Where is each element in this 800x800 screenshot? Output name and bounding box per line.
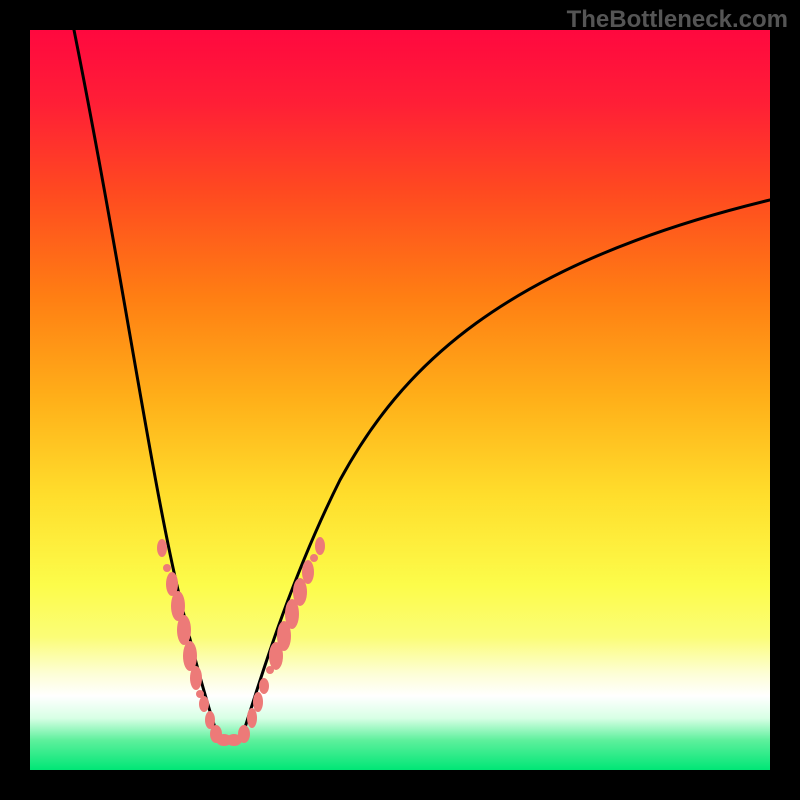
data-marker [238, 725, 250, 743]
chart-svg [30, 30, 770, 770]
data-marker [157, 539, 167, 557]
data-marker [253, 692, 263, 712]
data-marker [190, 666, 202, 690]
data-marker [199, 696, 209, 712]
data-marker [315, 537, 325, 555]
data-marker [177, 615, 191, 645]
chart-frame: TheBottleneck.com [0, 0, 800, 800]
plot-area [30, 30, 770, 770]
data-marker [163, 564, 171, 572]
data-marker [247, 708, 257, 728]
watermark-text: TheBottleneck.com [567, 6, 788, 34]
data-marker [302, 560, 314, 584]
data-marker [310, 554, 318, 562]
data-marker [259, 678, 269, 694]
